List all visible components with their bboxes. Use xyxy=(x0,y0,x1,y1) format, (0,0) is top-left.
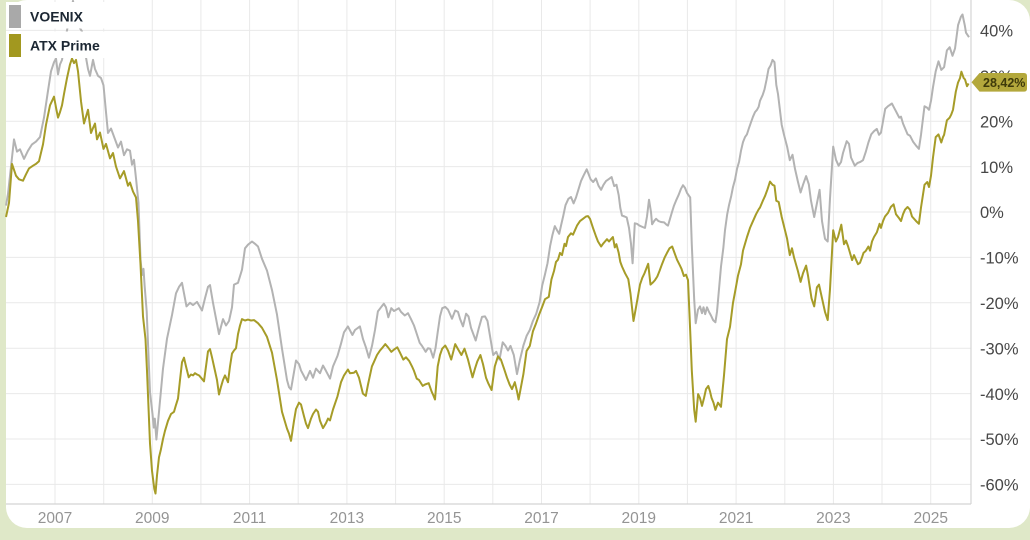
svg-text:-20%: -20% xyxy=(980,295,1019,313)
svg-text:ATX Prime: ATX Prime xyxy=(30,38,100,54)
svg-text:2007: 2007 xyxy=(38,510,72,527)
svg-text:2009: 2009 xyxy=(135,510,169,527)
svg-text:2023: 2023 xyxy=(816,510,850,527)
svg-text:2025: 2025 xyxy=(913,510,947,527)
svg-text:2019: 2019 xyxy=(622,510,656,527)
svg-text:2017: 2017 xyxy=(524,510,558,527)
svg-text:2011: 2011 xyxy=(233,510,266,527)
svg-text:28,42%: 28,42% xyxy=(983,76,1025,90)
svg-text:-10%: -10% xyxy=(980,250,1019,268)
svg-text:VOENIX: VOENIX xyxy=(30,9,84,25)
svg-text:10%: 10% xyxy=(980,159,1013,177)
svg-text:2015: 2015 xyxy=(427,510,461,527)
svg-text:-60%: -60% xyxy=(980,477,1019,495)
svg-text:-50%: -50% xyxy=(980,431,1019,449)
svg-text:2013: 2013 xyxy=(330,510,364,527)
svg-text:20%: 20% xyxy=(980,113,1013,131)
svg-text:0%: 0% xyxy=(980,204,1004,222)
svg-text:-30%: -30% xyxy=(980,340,1019,358)
svg-text:40%: 40% xyxy=(980,23,1013,41)
svg-text:2021: 2021 xyxy=(719,510,753,527)
svg-text:-40%: -40% xyxy=(980,386,1019,404)
